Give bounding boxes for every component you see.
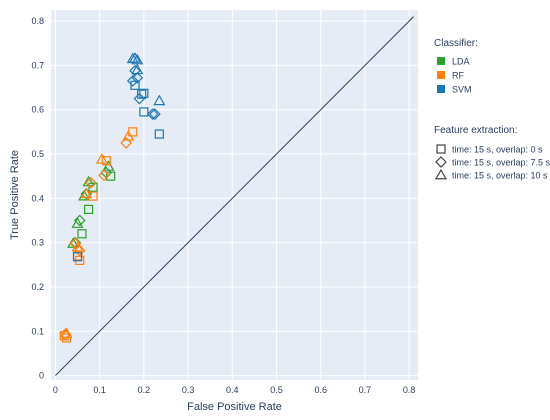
data-point-rf-diamond [69,237,82,250]
legend-symbol-triangle-icon [434,168,448,180]
data-point-lda-diamond [73,214,86,227]
data-point-rf-triangle [122,130,135,141]
data-point-lda-square [88,182,98,192]
classifier-legend-items: LDA RF SVM [437,57,472,95]
grid-lines [51,10,418,380]
data-point-rf-diamond [120,137,133,149]
data-point-svm-square [139,107,149,117]
data-point-rf-diamond [98,169,110,182]
legend-swatch-svm[interactable] [437,85,445,93]
legend-swatch-rf[interactable] [437,71,445,79]
data-point-rf-triangle [71,240,84,252]
data-point-svm-square [72,252,83,262]
x-tick-label: 0.8 [403,385,416,395]
y-tick-labels: 0 0.1 0.2 0.3 0.4 0.5 0.6 0.7 0.8 [31,16,44,380]
legend: Classifier: LDA RF SVM Feature extraction:… [434,38,550,181]
y-tick-label: 0 [39,371,44,381]
data-point-rf-square [61,333,72,343]
legend-label-lda[interactable]: LDA [452,57,470,67]
y-axis-title: True Positive Rate [9,150,21,240]
data-point-rf-diamond [73,244,86,257]
data-point-lda-square [77,229,87,239]
y-tick-label: 0.3 [31,238,44,248]
legend-swatch-lda[interactable] [437,57,445,65]
data-point-lda-triangle [102,160,115,171]
data-point-rf-triangle [60,327,73,338]
data-point-svm-diamond [126,75,139,87]
x-tick-label: 0.2 [138,385,151,395]
data-point-svm-diamond [129,64,141,77]
data-point-svm-square [154,129,164,139]
feature-legend-items: time: 15 s, overlap: 0 s time: 15 s, over… [434,144,550,181]
legend-label-feature[interactable]: time: 15 s, overlap: 7.5 s [452,158,550,168]
data-point-svm-diamond [146,108,159,120]
data-point-rf-square [101,156,111,166]
data-point-rf-triangle [95,153,108,164]
data-point-svm-triangle [128,52,142,63]
x-tick-label: 0.6 [314,385,327,395]
x-tick-label: 0.3 [182,385,195,395]
legend-label-feature[interactable]: time: 15 s, overlap: 10 s [452,171,548,181]
x-tick-labels: 0 0.1 0.2 0.3 0.4 0.5 0.6 0.7 0.8 [53,385,416,395]
data-point-rf-triangle [80,187,93,199]
data-point-rf-diamond [84,176,97,189]
x-tick-label: 0.4 [226,385,239,395]
y-tick-label: 0.7 [31,60,44,70]
reference-line [55,16,414,376]
legend-label-rf[interactable]: RF [452,71,464,81]
legend-symbol-square-icon [436,144,446,154]
data-point-svm-diamond [131,71,144,84]
data-point-lda-square [83,204,94,215]
data-points [59,52,166,343]
data-point-rf-square [88,191,98,201]
classifier-legend-title: Classifier: [434,38,478,49]
feature-legend-title: Feature extraction: [434,125,517,136]
data-point-svm-diamond [149,108,161,120]
y-tick-label: 0.2 [31,282,44,292]
x-tick-label: 0 [53,385,58,395]
y-tick-label: 0.8 [31,16,44,26]
legend-symbol-diamond-icon [435,156,447,168]
reference-line-group [55,16,414,376]
data-point-lda-triangle [78,189,91,201]
y-tick-label: 0.4 [31,193,44,203]
data-point-svm-triangle [131,53,144,65]
data-point-svm-diamond [133,92,146,105]
x-axis-title: False Positive Rate [187,401,282,413]
data-point-svm-triangle [153,94,166,106]
y-tick-label: 0.6 [31,105,44,115]
x-tick-label: 0.1 [93,385,106,395]
y-tick-label: 0.5 [31,149,44,159]
data-point-svm-triangle [131,63,144,75]
x-tick-label: 0.5 [270,385,283,395]
legend-label-svm[interactable]: SVM [452,85,472,95]
data-point-svm-square [137,89,147,99]
data-point-lda-triangle [71,217,84,228]
y-tick-label: 0.1 [31,326,44,336]
legend-label-feature[interactable]: time: 15 s, overlap: 0 s [452,145,543,155]
x-tick-label: 0.7 [359,385,372,395]
